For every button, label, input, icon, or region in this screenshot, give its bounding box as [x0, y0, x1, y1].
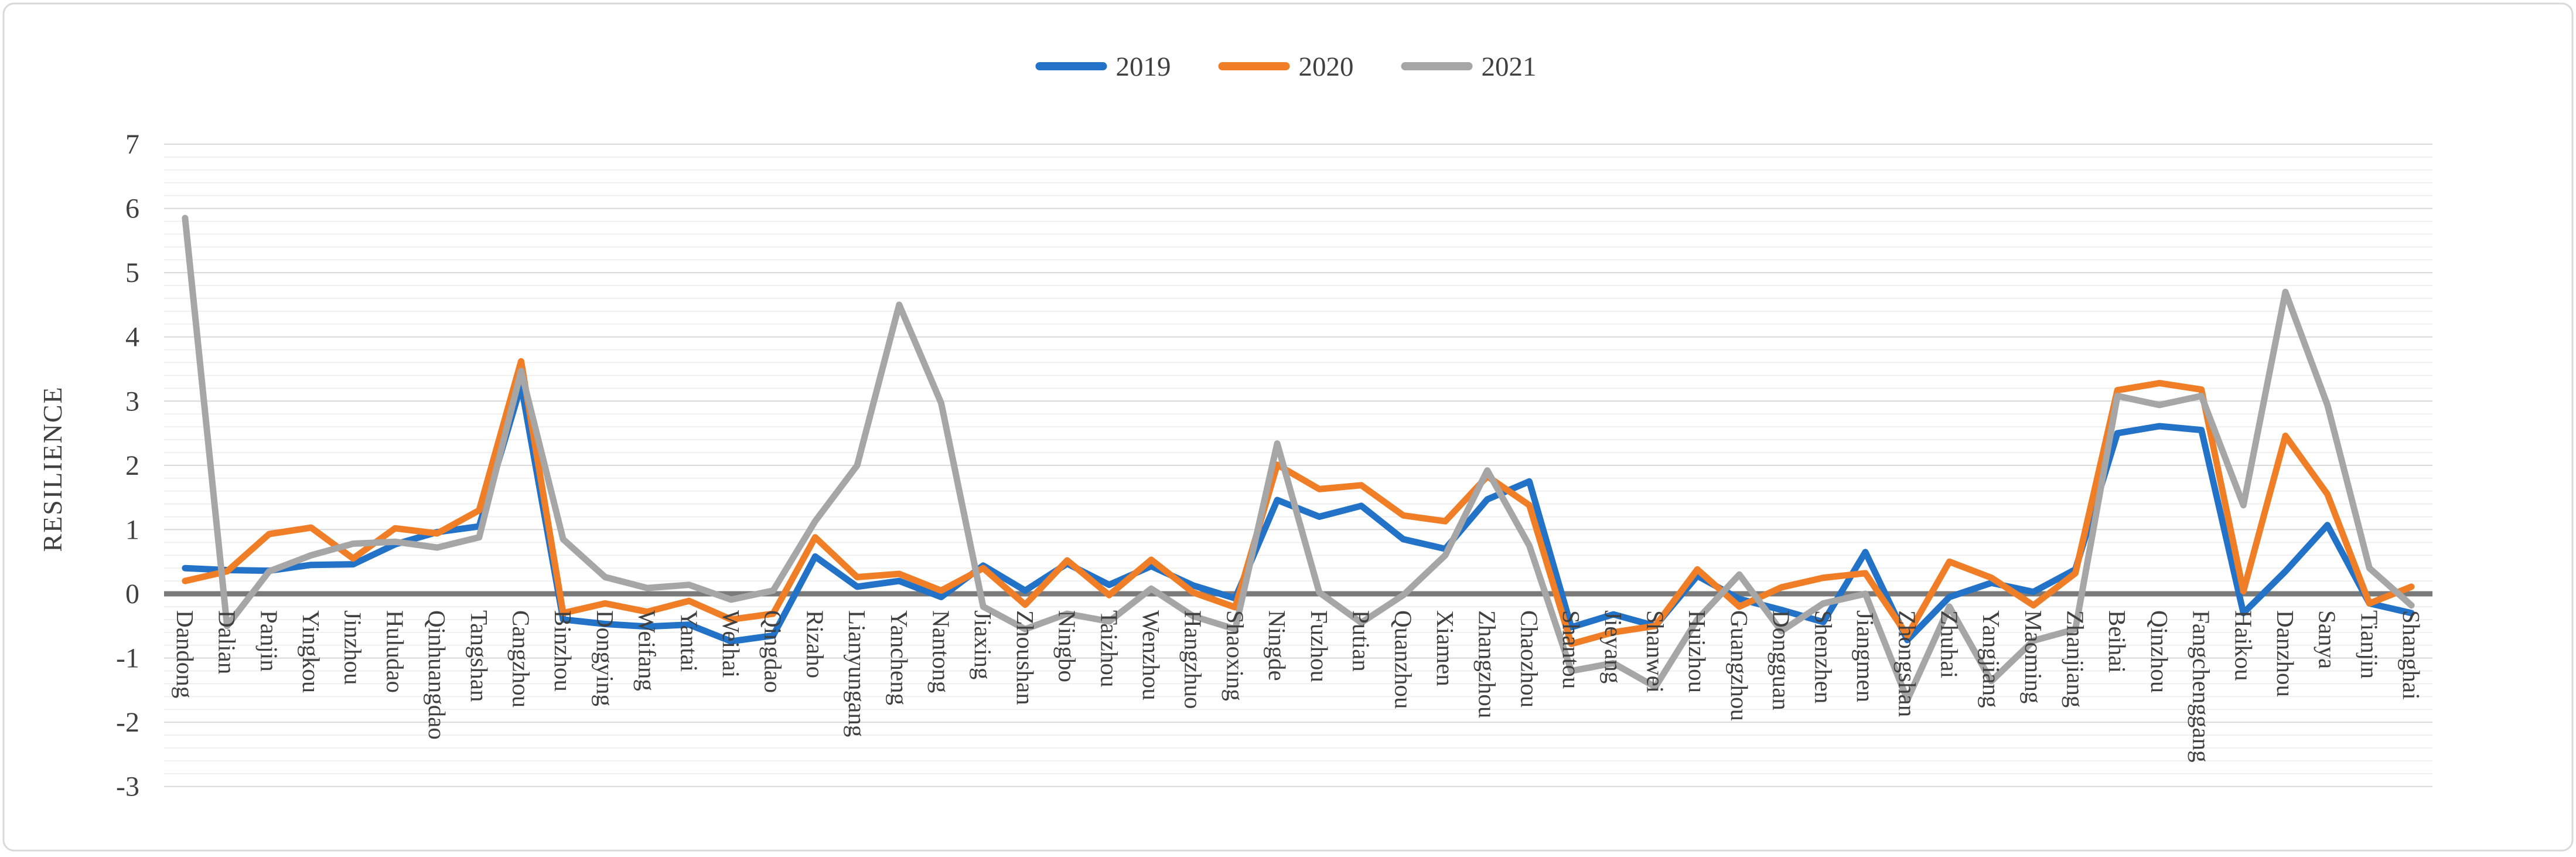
category-label: Shanghai: [2398, 610, 2425, 700]
category-label: Qingdao: [760, 610, 787, 693]
category-label: Yantai: [675, 610, 702, 672]
category-label: Qinzhou: [2146, 610, 2173, 693]
y-tick-label: 1: [125, 514, 139, 545]
category-label: Shaoxing: [1222, 610, 1248, 701]
y-tick-label: 3: [125, 386, 139, 417]
legend-item-2020: 2020: [1218, 52, 1354, 82]
category-label: Panjin: [255, 610, 282, 672]
category-label: Zhangzhou: [1474, 610, 1501, 718]
series-line-2021: [182, 215, 2415, 703]
series-line-2020: [182, 358, 2415, 647]
category-label: Wenzhou: [1138, 610, 1165, 700]
category-label: Ningde: [1264, 610, 1291, 681]
category-label: Tangshan: [466, 610, 493, 702]
category-label: Jiaxing: [970, 610, 997, 679]
category-label: Yingkou: [298, 610, 325, 693]
category-label: Shenzhen: [1810, 610, 1837, 703]
gridlines: [164, 144, 2432, 787]
category-label: Ningbo: [1054, 610, 1081, 682]
category-label: Cangzhou: [507, 610, 534, 708]
y-tick-label: -3: [116, 771, 139, 802]
y-axis-title: RESILIENCE: [37, 386, 67, 552]
category-label: Haikou: [2230, 610, 2257, 681]
category-label: Sanya: [2314, 610, 2341, 669]
y-tick-label: 7: [125, 129, 139, 160]
y-tick-label: -2: [116, 707, 139, 738]
category-label: Nantong: [928, 610, 955, 693]
category-label: Huizhou: [1684, 610, 1711, 693]
category-label: Putian: [1348, 610, 1375, 672]
category-label: Huludao: [381, 610, 408, 693]
legend: 2019 2020 2021: [1035, 52, 1537, 82]
category-label: Shantou: [1558, 610, 1585, 689]
category-label: Jiangmen: [1852, 610, 1879, 702]
category-label: Zhoushan: [1012, 610, 1039, 705]
category-label: Zhanjiang: [2062, 610, 2089, 708]
category-label: Yangjiang: [1978, 610, 2005, 708]
legend-item-2019: 2019: [1035, 52, 1171, 82]
category-label: Chaozhou: [1516, 610, 1543, 708]
y-tick-label: -1: [116, 643, 139, 674]
category-label: Xiamen: [1432, 610, 1459, 686]
y-tick-label: 2: [125, 450, 139, 481]
legend-item-2021: 2021: [1401, 52, 1537, 82]
category-label: Dongying: [592, 610, 619, 706]
legend-label: 2020: [1299, 52, 1354, 82]
category-label: Jieyang: [1600, 610, 1627, 683]
category-label: Dalian: [214, 610, 241, 674]
axis-labels: 7 6 5 4 3 2 1 0 -1 -2 -3 Dandong Dalian Panjin Yingkou…: [116, 129, 2425, 802]
category-label: Weifang: [634, 610, 661, 691]
category-label: Taizhou: [1096, 610, 1122, 687]
y-tick-label: 5: [125, 257, 139, 288]
category-label: Tianjin: [2356, 610, 2383, 679]
category-label: Fangchenggang: [2188, 610, 2215, 763]
category-label: Dandong: [172, 610, 199, 698]
legend-label: 2021: [1482, 52, 1537, 82]
category-label: Qinhuangdao: [424, 610, 451, 740]
series-lines: [182, 215, 2415, 703]
category-label: Rizaho: [801, 610, 828, 678]
category-label: Beihai: [2104, 610, 2131, 673]
category-label: Yancheng: [886, 610, 913, 705]
category-label: Lianyungang: [844, 610, 871, 737]
category-label: Danzhou: [2272, 610, 2299, 697]
y-tick-label: 0: [125, 579, 139, 610]
category-label: Shanwei: [1642, 610, 1669, 693]
category-label: Maoming: [2020, 610, 2047, 703]
category-label: Quanzhou: [1390, 610, 1417, 709]
category-label: Hangzhuo: [1180, 610, 1207, 709]
category-label: Dongguan: [1768, 610, 1795, 710]
category-label: Guangzhou: [1726, 610, 1753, 721]
category-label: Fuzhou: [1306, 610, 1333, 682]
category-label: Weihai: [718, 610, 745, 678]
y-tick-label: 4: [125, 322, 139, 353]
legend-label: 2019: [1116, 52, 1171, 82]
y-tick-label: 6: [125, 193, 139, 225]
category-label: Zhongshan: [1894, 610, 1921, 717]
category-label: Binzhou: [550, 610, 576, 692]
category-label: Zhuhai: [1936, 610, 1963, 678]
category-label: Jinzhou: [340, 610, 367, 685]
